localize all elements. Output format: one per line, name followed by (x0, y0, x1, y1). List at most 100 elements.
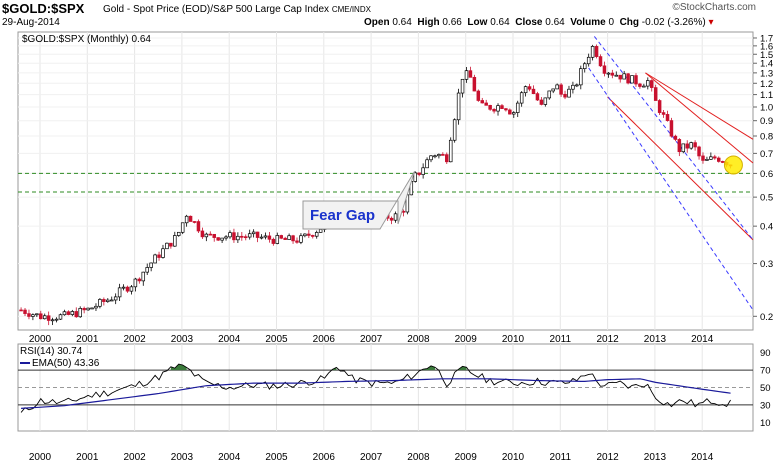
candle (54, 318, 59, 321)
candle (559, 84, 563, 95)
open-value: 0.64 (392, 17, 412, 28)
candle (547, 90, 552, 99)
candle (23, 309, 27, 314)
candle (307, 233, 311, 236)
candle (649, 80, 654, 88)
candle (531, 88, 536, 94)
candle (94, 305, 98, 309)
ema-legend: EMA(50) 43.36 (32, 358, 100, 369)
x-tick-label: 2003 (171, 334, 194, 345)
candle (295, 240, 299, 243)
chg-value: -0.02 (-3.26%) (641, 17, 706, 28)
x-tick-label: 2013 (644, 452, 667, 463)
candle (480, 100, 485, 104)
candle (173, 235, 177, 247)
candle (145, 267, 149, 273)
x-tick-label: 2002 (123, 334, 146, 345)
candle (602, 65, 607, 74)
candle (504, 108, 508, 111)
candle (212, 233, 216, 238)
candle (634, 75, 638, 85)
candle (673, 135, 678, 140)
candle (433, 155, 437, 158)
candle (606, 72, 611, 75)
candle (582, 63, 587, 70)
y-tick-label: 0.8 (760, 132, 773, 143)
x-tick-label: 2009 (455, 452, 478, 463)
candle (515, 102, 520, 113)
candle (590, 46, 595, 58)
x-tick-label: 2004 (218, 452, 241, 463)
candle (579, 68, 583, 86)
price-frame (17, 31, 754, 331)
candle (594, 46, 599, 57)
candle (236, 235, 240, 241)
candle (555, 84, 559, 90)
candle (102, 299, 106, 302)
candle (133, 278, 138, 288)
candle (464, 70, 469, 80)
candle (42, 315, 47, 320)
candle (681, 143, 686, 153)
candle (39, 313, 43, 320)
candle (563, 93, 567, 98)
candle (539, 99, 544, 105)
candle (291, 235, 295, 242)
y-tick-label: 0.4 (760, 222, 773, 233)
candle (141, 271, 146, 282)
x-tick-label: 2002 (123, 452, 146, 463)
rsi-panel: 2000 2001 2002 2003 2004 2005 2006 2007 2008 2009… (17, 343, 771, 463)
candle (31, 314, 35, 317)
candle (35, 313, 39, 316)
candle (279, 235, 283, 239)
x-tick-label: 2008 (407, 452, 430, 463)
candle (192, 221, 197, 223)
candle (125, 286, 130, 292)
candle (232, 232, 236, 241)
candle (496, 105, 500, 112)
price-legend: $GOLD:$SPX (Monthly) 0.64 (22, 34, 151, 45)
candle (78, 308, 82, 318)
y-tick-label: 0.5 (760, 193, 773, 204)
candle (82, 308, 86, 311)
x-tick-label: 2000 (29, 452, 52, 463)
candle (571, 84, 575, 90)
candle (98, 299, 102, 307)
y-tick-label: 1.5 (760, 50, 773, 61)
candle (109, 299, 114, 302)
candle (500, 105, 504, 109)
rsi-y-tick-label: 90 (760, 348, 771, 359)
candle (437, 154, 441, 157)
red-channel-upper (645, 72, 754, 140)
close-value: 0.64 (545, 17, 565, 28)
candle (653, 87, 658, 101)
candle (441, 154, 445, 156)
candle (50, 319, 55, 322)
y-tick-label: 0.7 (760, 149, 773, 160)
red-channel-lower (607, 96, 754, 241)
y-tick-label: 0.2 (760, 312, 773, 323)
candle (425, 159, 429, 169)
x-tick-label: 2001 (76, 334, 99, 345)
candle (693, 142, 697, 148)
candle (720, 161, 725, 163)
close-label: Close (515, 17, 543, 28)
last-price-highlight (723, 155, 743, 175)
x-tick-label: 2006 (313, 452, 336, 463)
y-tick-label: 1.0 (760, 102, 773, 113)
candle (527, 86, 532, 90)
y-tick-label: 0.9 (760, 116, 773, 127)
candle (176, 231, 181, 236)
candle (62, 311, 67, 316)
candle (165, 242, 169, 250)
candle (283, 237, 287, 240)
candle (614, 74, 619, 77)
candle (646, 80, 650, 87)
candle (685, 143, 689, 149)
candle (86, 307, 90, 311)
candle (121, 286, 126, 289)
candle (113, 296, 118, 301)
candle (90, 307, 94, 310)
y-tick-label: 1.6 (760, 41, 773, 52)
